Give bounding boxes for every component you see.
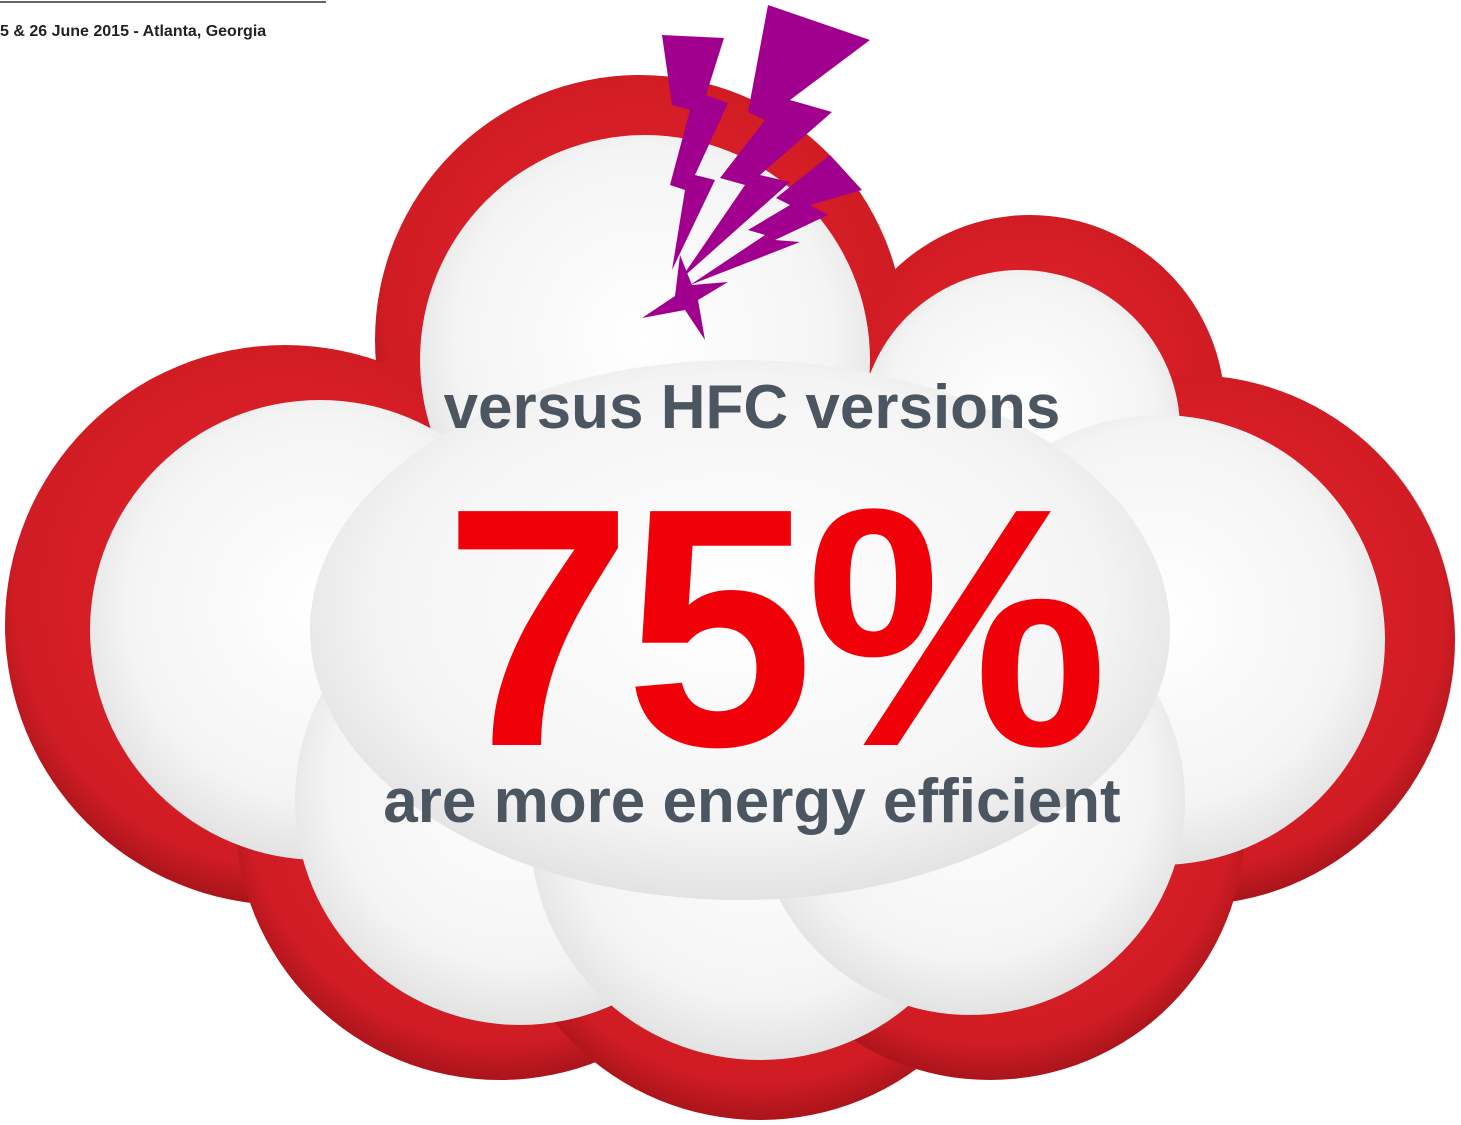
top-line: versus HFC versions bbox=[444, 373, 1061, 442]
event-line: 5 & 26 June 2015 - Atlanta, Georgia bbox=[0, 23, 266, 40]
headline: 75% bbox=[444, 438, 1104, 818]
bottom-line: are more energy efficient bbox=[383, 767, 1120, 836]
slide: 5 & 26 June 2015 - Atlanta, Georgia vers… bbox=[0, 0, 1461, 1125]
page: 5 & 26 June 2015 - Atlanta, Georgia vers… bbox=[0, 0, 1461, 1125]
